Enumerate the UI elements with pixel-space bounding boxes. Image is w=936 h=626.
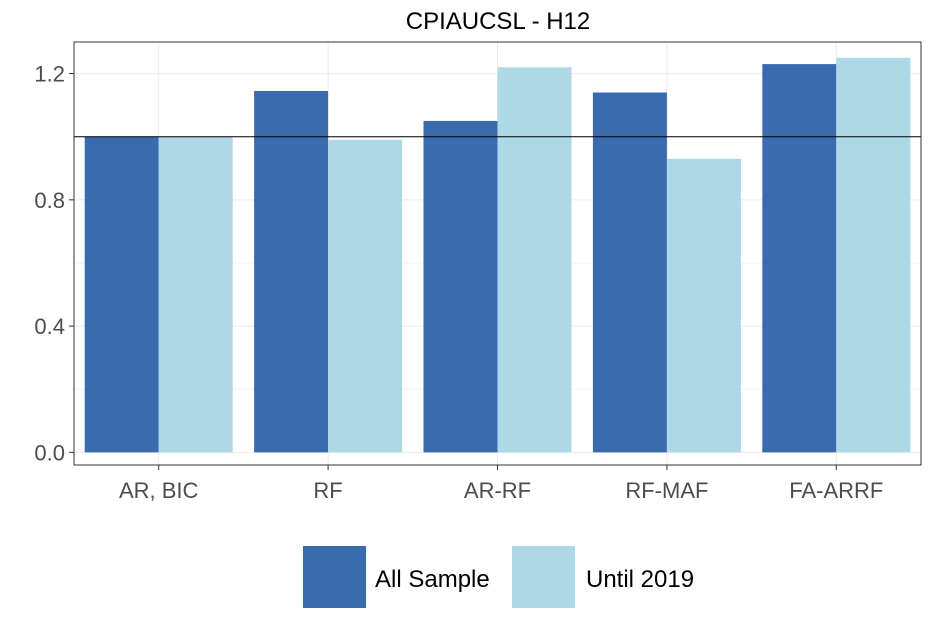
bar-all-sample-3 bbox=[592, 92, 667, 453]
y-tick-label: 1.2 bbox=[34, 62, 65, 87]
bar-until-2019-4 bbox=[836, 57, 911, 453]
legend-key-until-2019 bbox=[512, 546, 575, 608]
y-tick-label: 0.0 bbox=[34, 440, 65, 465]
bars bbox=[84, 57, 911, 453]
x-tick-label: RF-MAF bbox=[625, 478, 708, 503]
bar-all-sample-4 bbox=[762, 64, 837, 453]
bar-all-sample-1 bbox=[254, 90, 329, 453]
legend-key-all-sample bbox=[303, 546, 366, 608]
chart-title: CPIAUCSL - H12 bbox=[406, 8, 591, 35]
legend: All Sample Until 2019 bbox=[303, 546, 694, 608]
x-tick-label: FA-ARRF bbox=[789, 478, 883, 503]
axes: 0.0 0.4 0.8 1.2 AR, BIC RF AR-RF RF-MAF FA-ARRF bbox=[34, 62, 883, 503]
bar-until-2019-1 bbox=[328, 139, 403, 453]
y-tick-label: 0.8 bbox=[34, 188, 65, 213]
bar-all-sample-2 bbox=[423, 120, 498, 453]
x-tick-label: AR, BIC bbox=[119, 478, 199, 503]
x-tick-label: RF bbox=[313, 478, 342, 503]
legend-label-all-sample: All Sample bbox=[375, 566, 490, 593]
bar-until-2019-3 bbox=[666, 158, 741, 453]
bar-until-2019-2 bbox=[497, 67, 572, 453]
bar-all-sample-0 bbox=[84, 136, 159, 453]
legend-label-until-2019: Until 2019 bbox=[586, 566, 694, 593]
x-tick-label: AR-RF bbox=[464, 478, 531, 503]
y-tick-label: 0.4 bbox=[34, 314, 65, 339]
bar-until-2019-0 bbox=[158, 136, 233, 453]
